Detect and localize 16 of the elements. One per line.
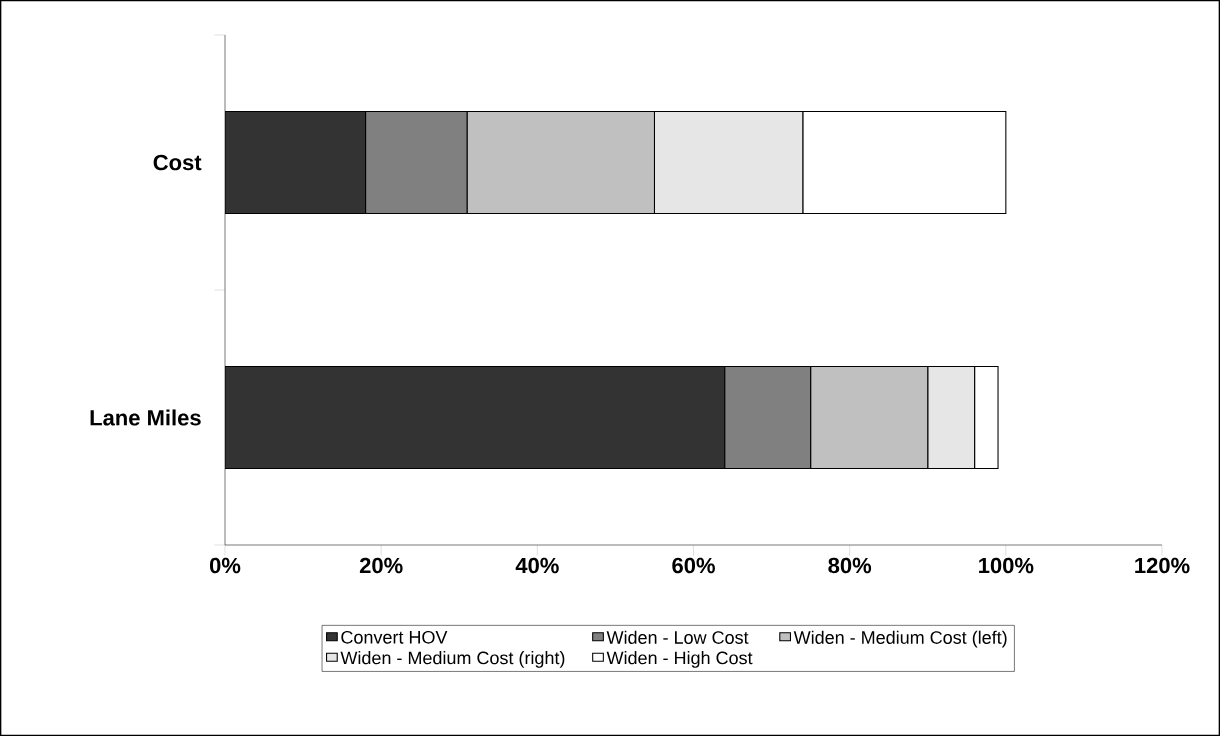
x-tick-label: 0% [209,557,241,574]
y-tick-label: Cost [153,154,202,171]
x-tick-label: 40% [515,557,559,574]
x-tick-label: 80% [828,557,872,574]
y-tick-label: Lane Miles [90,409,201,426]
legend-label: Convert HOV [341,630,448,644]
legend-label: Widen - Medium Cost (right) [340,651,565,668]
x-tick-label: 120% [1135,557,1190,574]
x-tick-label: 60% [672,557,715,574]
x-tick-label: 20% [359,557,403,574]
legend-label: Widen - Low Cost [606,630,749,644]
legend-label: Widen - Medium Cost (left) [793,630,1007,648]
bar [225,365,726,470]
legend-label: Widen - High Cost [606,651,753,668]
x-tick-label: 100% [979,557,1034,574]
bar [225,110,367,215]
